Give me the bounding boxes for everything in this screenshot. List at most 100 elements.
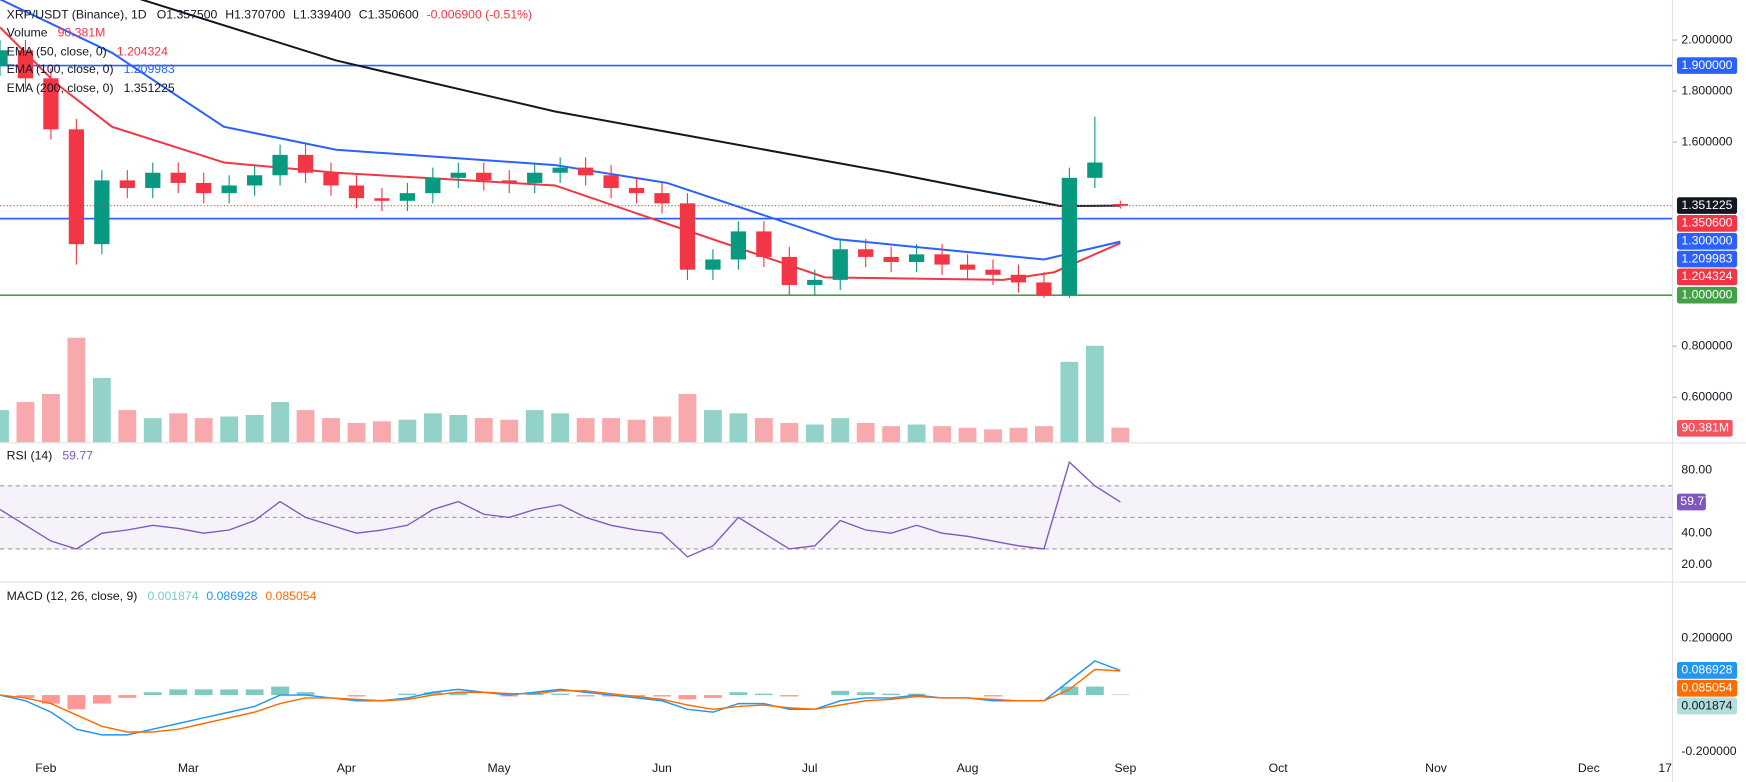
candle-body bbox=[348, 185, 365, 199]
volume-bar bbox=[373, 421, 391, 443]
candle-body bbox=[196, 182, 212, 194]
histogram-value: 0.001874 bbox=[147, 589, 198, 603]
volume-bar bbox=[602, 418, 620, 443]
macd-histogram-bar bbox=[882, 693, 901, 696]
y-tick-label: 1.600000 bbox=[1681, 134, 1732, 148]
rsi-tag-label: 59.77 bbox=[1680, 494, 1711, 508]
ema-value: 1.209983 bbox=[124, 62, 175, 76]
candle-body bbox=[170, 172, 186, 183]
macd-histogram-bar bbox=[551, 693, 570, 696]
macd-histogram-bar bbox=[984, 695, 1002, 697]
candle-body bbox=[399, 193, 416, 201]
volume-tag-label: 90.381M bbox=[1681, 421, 1729, 435]
macd-histogram-bar bbox=[169, 689, 188, 696]
macd-histogram-bar bbox=[780, 695, 799, 697]
candle-body bbox=[781, 256, 797, 285]
volume-bar bbox=[16, 402, 35, 443]
x-tick-label: Mar bbox=[178, 761, 199, 775]
y-tick-label: 20.00 bbox=[1681, 557, 1712, 571]
volume-bar bbox=[780, 422, 799, 443]
macd-tag-label: 0.086928 bbox=[1681, 663, 1732, 677]
candle-body bbox=[246, 175, 263, 186]
candle-body bbox=[1112, 203, 1128, 206]
volume-bar bbox=[729, 413, 748, 443]
volume-bar bbox=[984, 429, 1002, 443]
volume-bar bbox=[245, 414, 264, 443]
rsi-value: 59.77 bbox=[62, 449, 93, 463]
last-price-tag bbox=[1676, 215, 1738, 232]
x-tick-label: Jun bbox=[652, 761, 672, 775]
symbol-line: XRP/USDT (Binance), 1D O1.357500 H1.3707… bbox=[7, 8, 532, 22]
macd-histogram-bar bbox=[754, 693, 773, 696]
candle-body bbox=[94, 180, 110, 245]
candle-body bbox=[883, 256, 899, 263]
last-price-tag-label: 1.350600 bbox=[1681, 216, 1732, 230]
macd-histogram-bar bbox=[245, 689, 264, 696]
x-tick-label: Apr bbox=[337, 761, 356, 775]
macd-tag bbox=[1676, 662, 1738, 679]
candle-body bbox=[1061, 177, 1078, 296]
volume-bar bbox=[347, 422, 366, 443]
legend: XRP/USDT (Binance), 1D O1.357500 H1.3707… bbox=[7, 8, 532, 603]
quote-close: C1.350600 bbox=[359, 8, 419, 22]
signal-line bbox=[0, 668, 1121, 733]
histogram-tag-label: 0.001874 bbox=[1681, 698, 1732, 712]
candle-body bbox=[1036, 282, 1052, 296]
ema-name: EMA (100, close, 0) bbox=[7, 62, 114, 76]
ema-tag bbox=[1676, 250, 1738, 268]
axes: 0.600000 0.800000 1.600000 1.800000 2.000000… bbox=[35, 32, 1738, 775]
ema-tag-label: 1.204324 bbox=[1681, 269, 1732, 283]
level-tag-label: 1.000000 bbox=[1681, 287, 1732, 301]
x-tick-label: Nov bbox=[1425, 761, 1448, 775]
ema-legend: EMA (100, close, 0) 1.209983 bbox=[7, 62, 175, 76]
volume-bar bbox=[1035, 426, 1053, 443]
volume-bar bbox=[92, 377, 111, 443]
macd-histogram-bar bbox=[576, 695, 595, 697]
ema-line bbox=[0, 0, 1121, 261]
candle-body bbox=[603, 175, 619, 189]
macd-histogram-bar bbox=[16, 695, 35, 698]
quote-change: -0.006900 (-0.51%) bbox=[427, 8, 533, 22]
macd-histogram-bar bbox=[678, 695, 697, 700]
candle-body bbox=[959, 264, 976, 270]
ema-tag bbox=[1676, 268, 1738, 286]
ema-tag-label: 1.351225 bbox=[1681, 198, 1732, 212]
level-tag-label: 1.300000 bbox=[1681, 233, 1732, 247]
volume-bar bbox=[42, 393, 60, 443]
level-tag bbox=[1676, 232, 1738, 250]
x-tick-label: Aug bbox=[957, 761, 979, 775]
macd-histogram-bar bbox=[729, 692, 748, 696]
y-tick-label: -0.200000 bbox=[1681, 744, 1736, 758]
macd-histogram-bar bbox=[1111, 694, 1130, 696]
x-tick-label: Oct bbox=[1269, 761, 1289, 775]
ema-line bbox=[139, 0, 1121, 207]
volume-bar bbox=[67, 337, 86, 443]
y-tick-label: 0.200000 bbox=[1681, 631, 1732, 645]
volume-bar bbox=[627, 419, 646, 443]
candle-body bbox=[730, 231, 747, 260]
macd-histogram-bar bbox=[194, 689, 213, 696]
volume-bar bbox=[576, 418, 595, 443]
candle-body bbox=[908, 254, 925, 263]
macd-histogram-bar bbox=[271, 686, 289, 696]
volume-bar bbox=[449, 414, 468, 443]
quote-high: H1.370700 bbox=[225, 8, 285, 22]
macd-value: 0.086928 bbox=[206, 589, 257, 603]
volume-bar bbox=[1060, 361, 1079, 443]
candle-body bbox=[985, 269, 1001, 275]
candle-body bbox=[43, 78, 59, 130]
x-tick-label: Feb bbox=[35, 761, 56, 775]
y-tick-label: 80.00 bbox=[1681, 462, 1712, 476]
volume-bar bbox=[423, 413, 442, 443]
candle-body bbox=[272, 154, 288, 176]
macd-histogram-bar bbox=[856, 692, 875, 696]
candle-body bbox=[807, 279, 823, 285]
volume-bar bbox=[271, 402, 289, 443]
volume-bar bbox=[525, 410, 544, 443]
candle-body bbox=[679, 203, 696, 270]
volume-bar bbox=[1009, 427, 1028, 443]
level-tag bbox=[1676, 286, 1738, 304]
volume-bar bbox=[882, 426, 901, 443]
